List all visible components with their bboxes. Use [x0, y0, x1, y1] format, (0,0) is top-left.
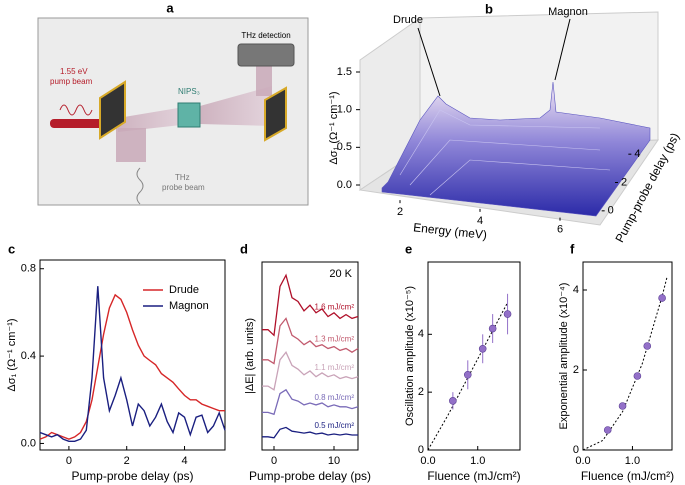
- y-tick-label: 4: [418, 328, 424, 340]
- sample-label: NIPS₃: [178, 87, 200, 96]
- point: [603, 426, 612, 434]
- surface-ridge: [399, 109, 611, 196]
- x-tick-label: 0: [66, 455, 72, 467]
- mirror: [264, 86, 287, 142]
- legend-label: Drude: [169, 284, 199, 296]
- mirror: [99, 80, 126, 140]
- y-tick-label: 2: [573, 364, 579, 376]
- x-tick-label: 0: [271, 455, 277, 467]
- y-tick-label: 0: [573, 444, 579, 456]
- x-tick-label: 4: [181, 455, 187, 467]
- annotation: Drude: [393, 14, 423, 26]
- y-tick-label: 2: [418, 386, 424, 398]
- x-axis-label: Fluence (mJ/cm²): [581, 469, 674, 483]
- y-tick-label: 2: [621, 176, 627, 188]
- trace: [262, 350, 359, 391]
- fit-line: [582, 276, 668, 451]
- x-tick-label: 10: [328, 455, 340, 467]
- legend-label: Magnon: [169, 300, 209, 312]
- probe-beam: [116, 128, 146, 162]
- z-tick-label: 0.0: [337, 179, 352, 191]
- panel-letter: d: [240, 241, 248, 256]
- trace-label: 1.1 mJ/cm²: [314, 363, 354, 372]
- annotation: 20 K: [329, 268, 352, 280]
- detector: [237, 43, 295, 67]
- beam: [118, 106, 190, 132]
- pump-label: 1.55 eV: [60, 67, 88, 76]
- z-axis-label: Δσ₁ (Ω⁻¹ cm⁻¹): [328, 91, 340, 164]
- x-tick-label: 2: [124, 455, 130, 467]
- arrow: [417, 27, 441, 97]
- y-axis-label: Oscillation amplitude (x10⁻⁵): [404, 286, 416, 426]
- pulse: [136, 167, 144, 205]
- probe-label: probe beam: [162, 183, 205, 192]
- trace: [262, 317, 359, 365]
- point: [658, 294, 666, 302]
- line: [39, 286, 226, 442]
- trace: [262, 426, 358, 439]
- trace: [262, 273, 359, 337]
- panel-letter: f: [570, 241, 575, 256]
- x-tick-label: 6: [557, 224, 563, 236]
- point: [503, 310, 512, 318]
- pump-label: pump beam: [50, 77, 93, 86]
- x-axis-label: Pump-probe delay (ps): [71, 469, 193, 483]
- y-tick-label: 0.8: [21, 263, 36, 275]
- y-tick-label: 0.0: [21, 437, 36, 449]
- trace-label: 0.5 mJ/cm²: [314, 421, 354, 430]
- x-tick-label: 4: [477, 215, 483, 227]
- x-tick-label: 1.0: [470, 455, 485, 467]
- plot-frame: [39, 259, 226, 451]
- plot-frame: [427, 261, 521, 451]
- y-axis-label: Exponential amplitude (x10⁻⁴): [558, 283, 570, 430]
- panel-letter: c: [8, 241, 15, 256]
- z-tick-label: 1.5: [337, 66, 352, 78]
- y-tick-label: 0: [608, 205, 614, 217]
- plot-frame: [261, 261, 359, 451]
- pump-rod: [50, 119, 112, 128]
- pulse: [59, 104, 93, 116]
- point: [633, 372, 642, 380]
- y-tick-label: 0: [418, 444, 424, 456]
- surface: [381, 81, 651, 217]
- point: [463, 370, 472, 379]
- y-axis-label: Δσ₁ (Ω⁻¹ cm⁻¹): [6, 318, 18, 391]
- trace-label: 0.8 mJ/cm²: [314, 393, 354, 402]
- arrow: [554, 18, 571, 81]
- x-axis-label: Pump-probe delay (ps): [249, 469, 371, 483]
- point: [618, 402, 627, 410]
- point: [488, 324, 497, 333]
- z-tick-label: 1.0: [337, 104, 352, 116]
- plot-frame: [582, 261, 673, 451]
- trace: [262, 388, 359, 416]
- point: [643, 342, 652, 350]
- probe-label: THz: [175, 173, 190, 182]
- trace-label: 1.6 mJ/cm²: [314, 303, 354, 312]
- y-tick-label: 4: [573, 284, 579, 296]
- x-axis-label: Fluence (mJ/cm²): [427, 469, 520, 483]
- y-axis-label: |ΔE| (arb. units): [244, 318, 256, 394]
- point: [449, 397, 457, 405]
- detector-label: THz detection: [241, 31, 290, 40]
- x-tick-label: 0.0: [575, 455, 590, 467]
- panel-letter: b: [485, 1, 493, 16]
- y-tick-label: 4: [634, 148, 640, 160]
- annotation: Magnon: [548, 6, 588, 18]
- x-tick-label: 0.0: [420, 455, 435, 467]
- z-tick-label: 0.5: [337, 141, 352, 153]
- x-tick-label: 2: [397, 206, 403, 218]
- line: [39, 293, 225, 440]
- point: [478, 344, 487, 353]
- detection-beam: [256, 66, 272, 96]
- x-tick-label: 1.0: [625, 455, 640, 467]
- trace-label: 1.3 mJ/cm²: [314, 335, 354, 344]
- sample: [177, 102, 201, 128]
- panel-letter: e: [405, 241, 412, 256]
- y-tick-label: 0.4: [21, 350, 36, 362]
- beam: [200, 86, 272, 126]
- panel-letter: a: [166, 0, 174, 15]
